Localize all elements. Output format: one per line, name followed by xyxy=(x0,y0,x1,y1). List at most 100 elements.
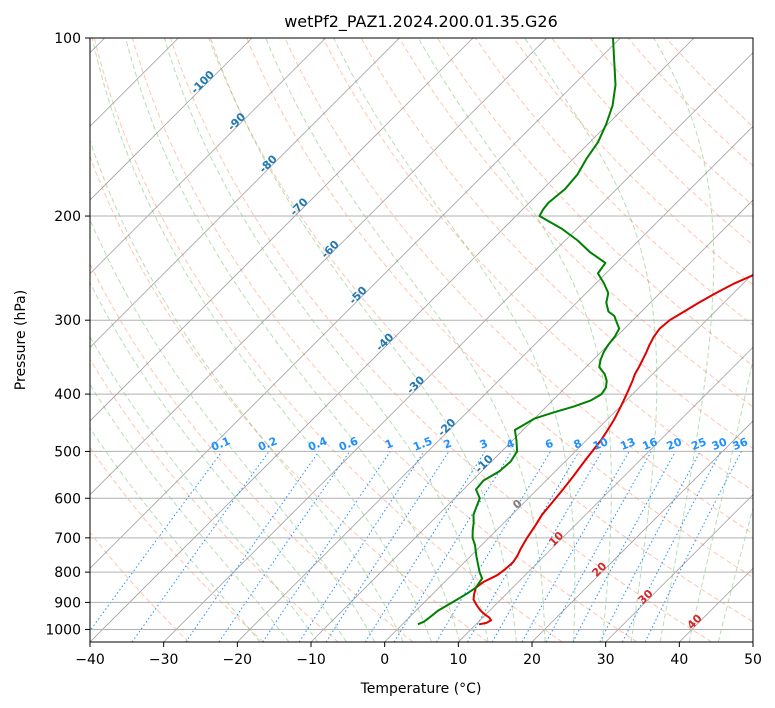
mixing-ratio-label: 16 xyxy=(640,435,659,453)
mixing-ratio-line xyxy=(393,451,513,642)
mixing-ratio-line xyxy=(218,451,351,642)
isotherm-line xyxy=(384,273,753,642)
x-axis: −40 −30 −20 −10 0 10 20 30 40 50 xyxy=(75,642,762,668)
mixing-ratio-label: 36 xyxy=(731,435,750,453)
mixing-ratio-label: 13 xyxy=(618,435,637,453)
moist-adiabat xyxy=(333,38,576,642)
chart-title: wetPf2_PAZ1.2024.200.01.35.G26 xyxy=(284,12,558,32)
mixing-ratio-line xyxy=(298,451,425,642)
isotherm-line xyxy=(90,38,695,642)
dry-adiabat xyxy=(246,38,753,578)
moist-adiabat xyxy=(688,356,753,642)
dry-adiabat xyxy=(90,358,339,642)
profile-lines xyxy=(417,38,753,626)
mixing-ratio-line xyxy=(90,451,223,632)
x-tick-label: −40 xyxy=(75,652,105,668)
dry-adiabat xyxy=(131,38,638,642)
isotherm-line xyxy=(237,125,753,642)
dry-adiabat xyxy=(93,38,563,642)
mixing-ratio-label: 30 xyxy=(710,435,729,453)
dry-adiabat xyxy=(284,38,753,535)
moist-adiabat xyxy=(653,38,715,642)
moist-adiabat xyxy=(265,38,546,642)
moist-adiabat xyxy=(90,218,376,642)
moist-adiabat xyxy=(90,281,347,642)
moist-adiabat xyxy=(524,38,658,642)
y-axis: 1000 900 800 700 600 500 400 300 200 100 xyxy=(45,31,90,638)
mixing-ratio-line xyxy=(262,451,391,642)
y-tick-label: 300 xyxy=(54,313,81,329)
x-axis-label: Temperature (°C) xyxy=(360,681,482,697)
plot-frame xyxy=(89,37,754,643)
moist-adiabat xyxy=(163,38,489,642)
mixing-ratio-label: 20 xyxy=(665,435,684,453)
mixing-ratio-label: 25 xyxy=(689,435,708,453)
dry-adiabat xyxy=(589,38,753,206)
moist-adiabat xyxy=(91,38,432,642)
dry-adiabat xyxy=(398,38,753,408)
dry-adiabat xyxy=(208,38,753,623)
mixing-ratio-label: 8 xyxy=(572,437,584,452)
moist-adiabat xyxy=(717,506,753,642)
isotherm-line xyxy=(90,38,253,201)
x-tick-label: −10 xyxy=(296,652,326,668)
y-tick-label: 600 xyxy=(54,491,81,507)
x-tick-label: −30 xyxy=(149,652,179,668)
x-tick-label: 20 xyxy=(523,652,541,668)
isotherm-line xyxy=(90,38,547,496)
dry-adiabat xyxy=(436,38,753,367)
moist-adiabat xyxy=(90,139,404,642)
isotherm-line xyxy=(163,52,753,642)
moist-adiabat xyxy=(90,427,261,642)
y-tick-label: 800 xyxy=(54,565,81,581)
mixing-ratio-line xyxy=(572,451,676,642)
isotherm-line xyxy=(531,420,753,642)
mixing-ratio-line xyxy=(644,451,742,642)
dry-adiabat xyxy=(90,531,190,642)
pressure-grid xyxy=(90,38,753,630)
moist-adiabat xyxy=(90,383,290,642)
isotherm-line xyxy=(752,641,753,642)
y-tick-label: 500 xyxy=(54,444,81,460)
mixing-ratio-label: 2 xyxy=(442,437,454,452)
y-axis-label: Pressure (hPa) xyxy=(13,290,29,390)
mixing-ratio-line xyxy=(521,451,630,642)
mixing-ratio-line xyxy=(545,451,652,642)
x-tick-label: 40 xyxy=(670,652,688,668)
isotherm-line xyxy=(90,38,326,275)
mixing-ratio-label: 3 xyxy=(478,437,490,452)
moist-adiabat xyxy=(417,38,612,642)
mixing-ratio-label: 10 xyxy=(591,435,610,453)
background-lines xyxy=(90,38,753,642)
temperature-profile xyxy=(472,274,753,626)
moist-adiabat xyxy=(90,335,319,642)
dry-adiabat xyxy=(475,38,753,326)
dry-adiabat xyxy=(90,262,414,642)
mixing-ratio-line xyxy=(185,451,320,642)
x-tick-label: 30 xyxy=(597,652,615,668)
mixing-ratio-line xyxy=(621,451,722,642)
x-tick-label: 10 xyxy=(449,652,467,668)
x-tick-label: 0 xyxy=(380,652,389,668)
dry-adiabat xyxy=(322,38,753,492)
isotherm-line xyxy=(605,494,753,642)
dry-adiabat xyxy=(170,38,712,642)
y-tick-label: 900 xyxy=(54,595,81,611)
dewpoint-profile xyxy=(417,38,621,626)
isotherm-line xyxy=(90,38,621,569)
x-tick-label: −20 xyxy=(223,652,253,668)
moist-adiabat xyxy=(209,38,517,642)
isotherm-line xyxy=(458,346,753,642)
plot-background xyxy=(90,38,753,642)
dry-adiabat xyxy=(551,38,753,246)
x-tick-label: 50 xyxy=(744,652,762,668)
y-tick-label: 400 xyxy=(54,387,81,403)
mixing-ratio-line xyxy=(131,451,270,642)
mixing-ratio-labels: 0.1 0.2 0.4 0.6 1 1.5 2 3 4 6 8 10 13 16 20 25 30 36 xyxy=(209,434,750,453)
isotherm-line xyxy=(90,38,474,422)
y-tick-label: 1000 xyxy=(45,622,81,638)
y-tick-label: 100 xyxy=(54,31,81,47)
mixing-ratio-line xyxy=(325,451,450,642)
mixing-ratio-label: 1 xyxy=(383,437,395,452)
